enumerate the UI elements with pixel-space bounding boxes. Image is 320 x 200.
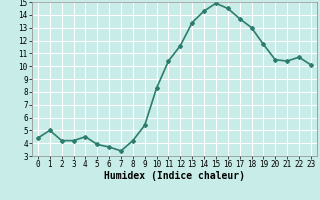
X-axis label: Humidex (Indice chaleur): Humidex (Indice chaleur) bbox=[104, 171, 245, 181]
